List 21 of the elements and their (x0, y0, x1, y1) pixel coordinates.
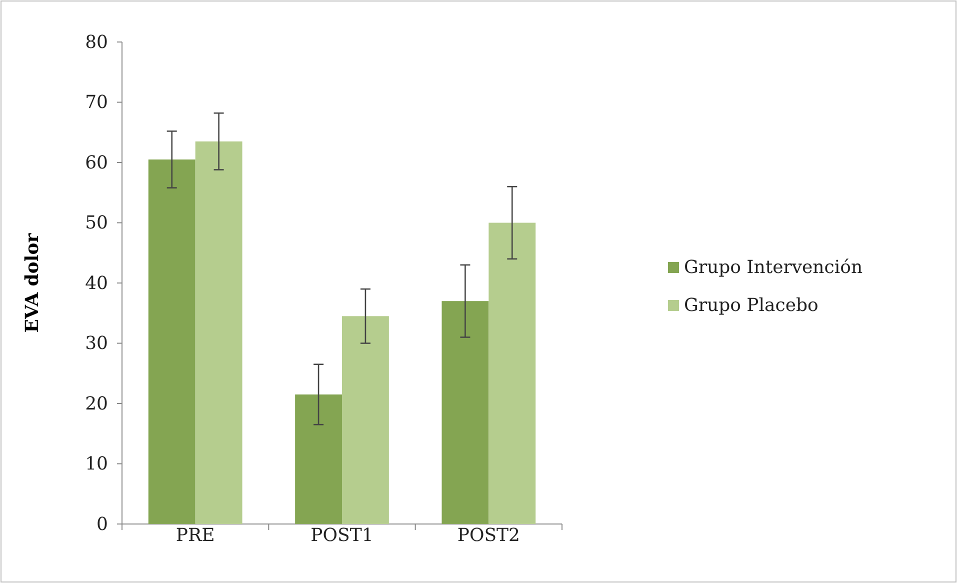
y-tick-label: 60 (85, 152, 108, 174)
y-axis-title: EVA dolor (22, 232, 43, 333)
bar (488, 222, 536, 524)
y-tick-label: 50 (85, 212, 108, 234)
bar (442, 301, 489, 524)
y-tick-label: 80 (85, 32, 108, 53)
y-tick-label: 40 (85, 272, 108, 294)
legend-label: Grupo Intervención (684, 257, 863, 278)
y-tick-label: 0 (96, 514, 108, 535)
y-tick-label: 20 (85, 393, 108, 414)
bar (342, 316, 389, 524)
y-tick-label: 30 (85, 333, 108, 354)
x-tick-label: POST1 (310, 525, 374, 546)
x-tick-label: POST2 (457, 525, 520, 546)
bar (195, 141, 242, 524)
bar (295, 394, 342, 524)
x-tick-label: PRE (176, 525, 215, 546)
y-tick-label: 70 (85, 92, 108, 114)
legend-label: Grupo Placebo (684, 295, 818, 316)
y-tick-label: 10 (85, 454, 108, 475)
bar (148, 159, 196, 524)
